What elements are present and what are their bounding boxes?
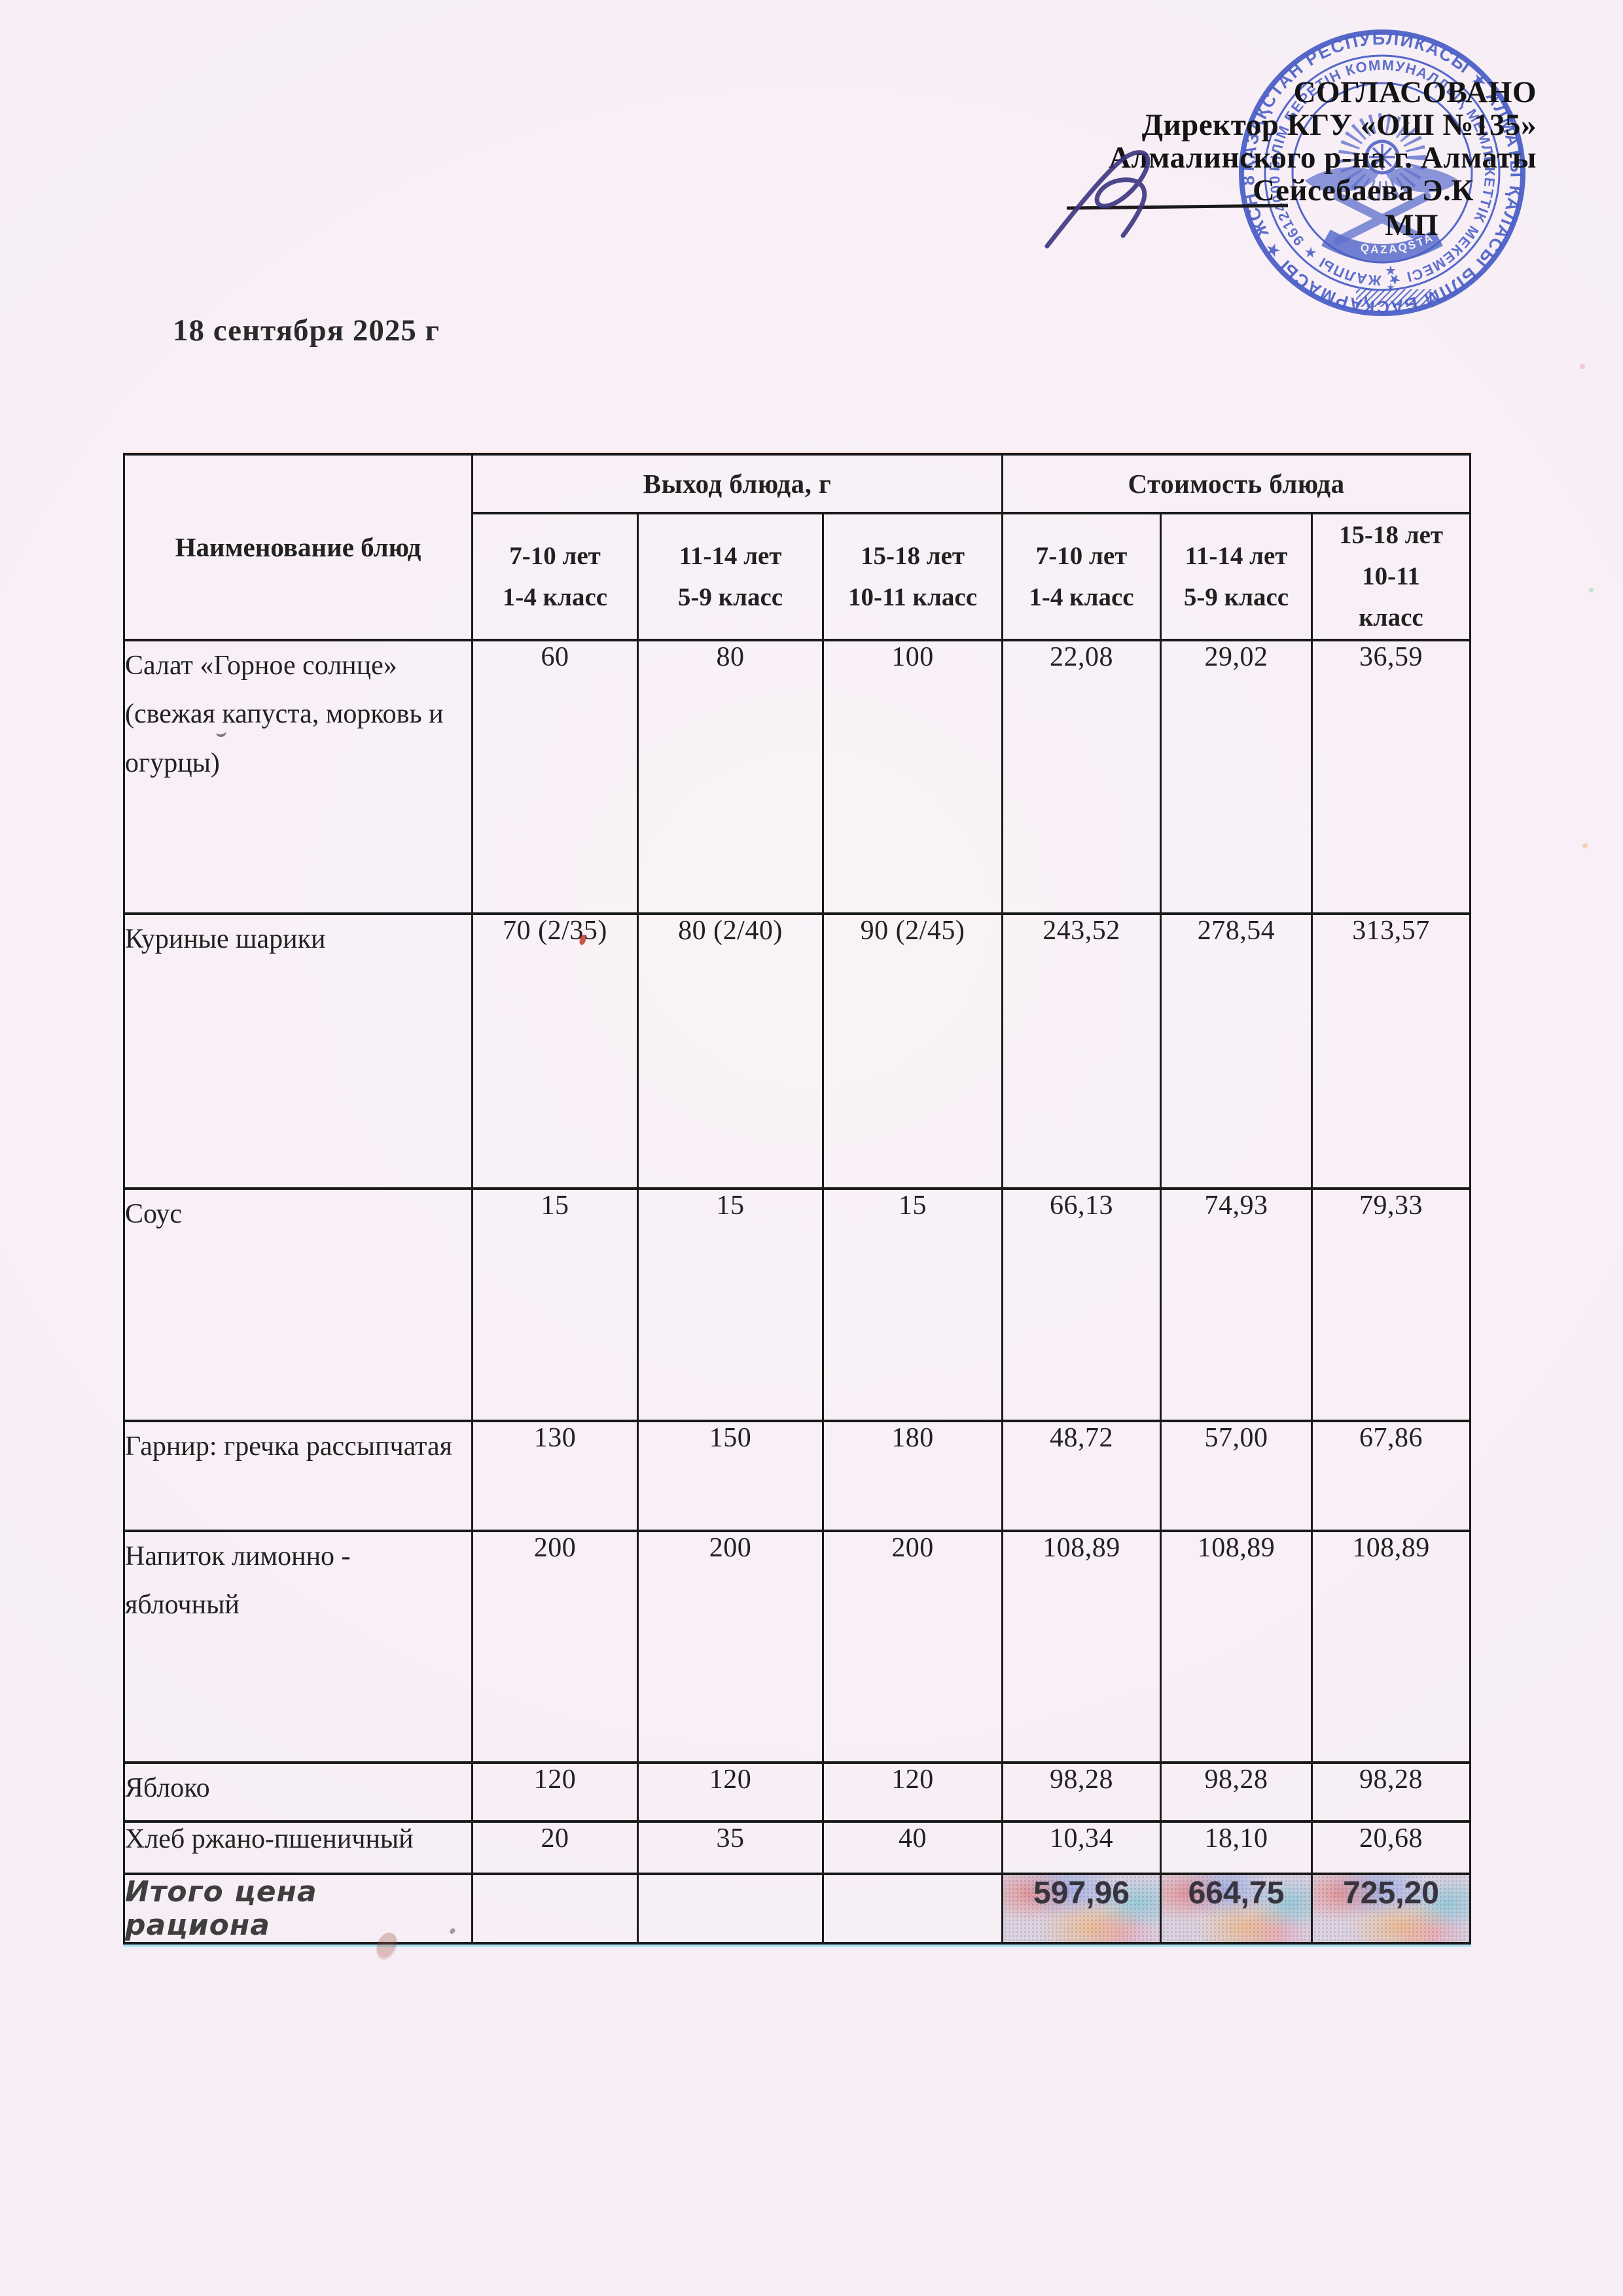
approval-seal-mark: МП (1385, 208, 1438, 242)
approval-block: СОГЛАСОВАНО Директор КГУ «ОШ №135» Алмал… (1109, 76, 1537, 242)
price-value-cell: 79,33 (1310, 1187, 1472, 1422)
col-header-dish-name: Наименование блюд (123, 453, 473, 641)
output-value-cell: 60 (471, 638, 639, 915)
price-value-cell: 66,13 (1001, 1187, 1162, 1422)
output-value-cell: 15 (637, 1187, 824, 1422)
price-value-cell: 29,02 (1160, 638, 1313, 915)
output-value-cell: 180 (822, 1419, 1003, 1532)
price-value-cell: 243,52 (1001, 912, 1162, 1190)
dish-name-cell: Хлеб ржано-пшеничный (123, 1820, 473, 1875)
col-header-age-3: 15-18 лет 10-11 класс (822, 512, 1003, 641)
table-row: Куриные шарики 70 (2/35) 80 (2/40) 90 (2… (123, 912, 1472, 1190)
scan-artifact-speck (1589, 588, 1594, 592)
dish-name-cell: Яблоко (123, 1761, 473, 1823)
stamp-star-icon: ★ (1385, 264, 1397, 278)
scan-artifact-speck (1582, 843, 1588, 848)
approval-district-line: Алмалинского р-на г. Алматы (1109, 141, 1537, 175)
col-group-cost: Стоимость блюда (1001, 453, 1472, 514)
output-value-cell: 150 (637, 1419, 824, 1532)
price-value-cell: 278,54 (1160, 912, 1313, 1190)
output-value-cell: 200 (471, 1529, 639, 1764)
output-value-cell: 40 (822, 1820, 1003, 1875)
dish-name-cell: Салат «Горное солнце» (свежая капуста, м… (123, 638, 473, 915)
price-value-cell: 98,28 (1001, 1761, 1162, 1823)
price-value-cell: 18,10 (1160, 1820, 1313, 1875)
approval-director-line: Директор КГУ «ОШ №135» (1141, 108, 1537, 142)
price-value-cell: 57,00 (1160, 1419, 1313, 1532)
price-value-cell: 313,57 (1310, 912, 1472, 1190)
output-value-cell: 80 (637, 638, 824, 915)
approval-title: СОГЛАСОВАНО (1293, 75, 1537, 109)
output-value-cell: 90 (2/45) (822, 912, 1003, 1190)
price-value-cell: 98,28 (1160, 1761, 1313, 1823)
table-row: Яблоко 120 120 120 98,28 98,28 98,28 (123, 1761, 1472, 1823)
stamp-outer-circle (1239, 29, 1525, 316)
price-value-cell: 20,68 (1310, 1820, 1472, 1875)
output-value-cell: 80 (2/40) (637, 912, 824, 1190)
dish-name-cell: Напиток лимонно - яблочный (123, 1529, 473, 1764)
col-header-age-2: 11-14 лет 5-9 класс (637, 512, 824, 641)
output-value-cell: 120 (637, 1761, 824, 1823)
col-header-age-1: 7-10 лет 1-4 класс (471, 512, 639, 641)
stamp-inner-circle (1291, 82, 1473, 264)
output-value-cell: 100 (822, 638, 1003, 915)
table-row: Хлеб ржано-пшеничный 20 35 40 10,34 18,1… (123, 1820, 1472, 1875)
price-value-cell: 67,86 (1310, 1419, 1472, 1532)
scan-artifact-speck (1580, 364, 1585, 369)
output-value-cell: 20 (471, 1820, 639, 1875)
table-row: Напиток лимонно - яблочный 200 200 200 1… (123, 1529, 1472, 1764)
col-group-output: Выход блюда, г (471, 453, 1003, 514)
col-header-age-6: 15-18 лет 10-11 класс (1310, 512, 1472, 641)
stamp-hatched-bar (1356, 289, 1435, 307)
dish-name-cell: Соус (123, 1187, 473, 1422)
empty-cell (822, 1872, 1003, 1945)
output-value-cell: 200 (637, 1529, 824, 1764)
official-round-stamp: ҚАЗАҚСТАН РЕСПУБЛИКАСЫ ★ АЛМАТЫ ҚАЛАСЫ Б… (1228, 25, 1525, 317)
empty-cell (471, 1872, 639, 1945)
output-value-cell: 35 (637, 1820, 824, 1875)
signature-stroke (1044, 150, 1150, 249)
total-row: Итого цена рациона 597,96 664,75 725,20 (123, 1872, 1472, 1945)
table-row: Соус 15 15 15 66,13 74,93 79,33 (123, 1187, 1472, 1422)
approval-signer-name: Сейсебаева Э.К (1253, 173, 1474, 207)
output-value-cell: 15 (471, 1187, 639, 1422)
price-value-cell: 108,89 (1001, 1529, 1162, 1764)
price-value-cell: 74,93 (1160, 1187, 1313, 1422)
total-price-cell: 664,75 (1160, 1872, 1313, 1945)
output-value-cell: 200 (822, 1529, 1003, 1764)
total-label-cell: Итого цена рациона (123, 1872, 473, 1945)
output-value-cell: 130 (471, 1419, 639, 1532)
price-value-cell: 22,08 (1001, 638, 1162, 915)
price-value-cell: 108,89 (1310, 1529, 1472, 1764)
empty-cell (637, 1872, 824, 1945)
date-heading: 18 сентября 2025 г (173, 314, 440, 348)
price-value-cell: 98,28 (1310, 1761, 1472, 1823)
price-value-cell: 10,34 (1001, 1820, 1162, 1875)
dish-name-cell: Гарнир: гречка рассыпчатая (123, 1419, 473, 1532)
price-value-cell: 48,72 (1001, 1419, 1162, 1532)
output-value-cell: 120 (822, 1761, 1003, 1823)
output-value-cell: 15 (822, 1187, 1003, 1422)
price-value-cell: 108,89 (1160, 1529, 1313, 1764)
output-value-cell: 120 (471, 1761, 639, 1823)
menu-table: Наименование блюд Выход блюда, г Стоимос… (123, 453, 1472, 1945)
dish-name-cell: Куриные шарики (123, 912, 473, 1190)
total-price-cell: 597,96 (1001, 1872, 1162, 1945)
output-value-cell: 70 (2/35) (471, 912, 639, 1190)
col-header-age-4: 7-10 лет 1-4 класс (1001, 512, 1162, 641)
total-price-cell: 725,20 (1310, 1872, 1472, 1945)
signature (1044, 150, 1289, 249)
col-header-age-5: 11-14 лет 5-9 класс (1160, 512, 1313, 641)
table-row: Гарнир: гречка рассыпчатая 130 150 180 4… (123, 1419, 1472, 1532)
price-value-cell: 36,59 (1310, 638, 1472, 915)
table-row: Салат «Горное солнце» (свежая капуста, м… (123, 638, 1472, 915)
